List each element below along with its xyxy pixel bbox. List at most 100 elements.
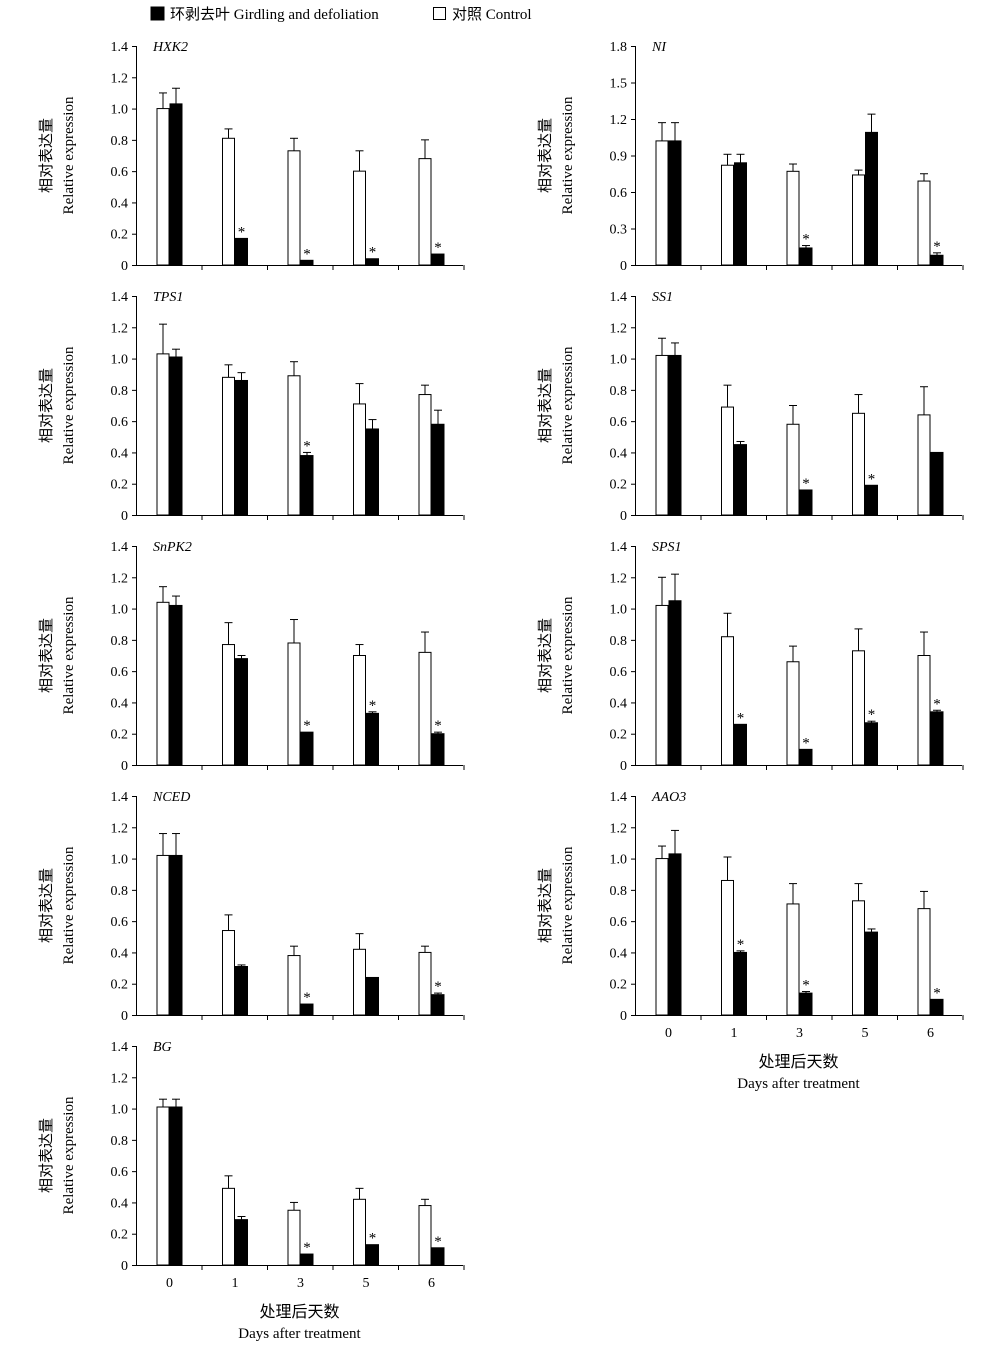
y-tick-label: 1.4 <box>111 40 129 55</box>
y-tick-label: 0.8 <box>610 384 628 399</box>
bar-girdled <box>300 455 314 516</box>
panel-sps1: 0 0.2 0.4 0.6 0.8 1.0 1.2 1.4 SPS1 相对表达量 Relative … <box>537 540 964 774</box>
y-tick-label: 0.8 <box>610 884 628 899</box>
bar-girdled <box>930 998 944 1016</box>
bar-girdled <box>431 994 445 1016</box>
y-tick-label: 0.8 <box>111 634 129 649</box>
y-axis-title-en: Relative expression <box>61 596 77 714</box>
y-tick-label: 0.9 <box>610 150 628 165</box>
x-axis-title-cn: 处理后天数 <box>259 1303 339 1321</box>
panel-bg: 0 0.2 0.4 0.6 0.8 1.0 1.2 1.4 BG 相对表达量 Relative ex… <box>38 1040 465 1342</box>
panel-nced: 0 0.2 0.4 0.6 0.8 1.0 1.2 1.4 NCED 相对表达量 Relative … <box>38 790 465 1024</box>
significance-marker: * <box>933 239 941 255</box>
bar-girdled <box>235 1219 248 1266</box>
y-axis-title-en: Relative expression <box>61 346 77 464</box>
bar-control <box>353 1198 366 1266</box>
significance-marker: * <box>933 696 941 712</box>
y-tick-label: 0.4 <box>610 946 628 961</box>
bar-girdled <box>169 356 183 516</box>
y-axis-title-cn: 相对表达量 <box>38 868 55 943</box>
y-tick-label: 0.6 <box>610 665 628 680</box>
x-tick-label: 3 <box>796 1026 803 1041</box>
legend-control-swatch <box>433 7 446 20</box>
y-tick-label: 0.6 <box>111 915 129 930</box>
y-tick-label: 0.6 <box>610 915 628 930</box>
y-tick-label: 0.2 <box>111 228 129 243</box>
x-tick-label: 5 <box>862 1026 869 1041</box>
y-axis-title-cn: 相对表达量 <box>537 868 554 943</box>
bar-control <box>353 948 366 1016</box>
bar-girdled <box>300 1253 314 1266</box>
y-axis-title-cn: 相对表达量 <box>38 118 55 193</box>
gene-title: NCED <box>152 790 190 805</box>
bar-control <box>222 644 235 766</box>
y-tick-label: 1.2 <box>111 321 129 336</box>
y-tick-label: 0.4 <box>111 696 129 711</box>
y-tick-label: 0 <box>620 759 627 774</box>
bar-control <box>287 955 301 1016</box>
y-tick-label: 0 <box>121 1259 128 1274</box>
y-tick-label: 0.2 <box>111 978 129 993</box>
y-tick-label: 0.2 <box>111 478 129 493</box>
significance-marker: * <box>737 710 745 726</box>
bar-girdled <box>169 1106 183 1266</box>
y-axis-title-cn: 相对表达量 <box>38 1118 55 1193</box>
y-axis-title-en: Relative expression <box>61 1096 77 1214</box>
y-tick-label: 0.4 <box>610 446 628 461</box>
significance-marker: * <box>802 476 810 492</box>
bar-girdled <box>235 658 248 766</box>
y-tick-label: 0.4 <box>111 196 129 211</box>
y-tick-label: 0.4 <box>111 1196 129 1211</box>
legend: 环剥去叶 Girdling and defoliation 对照 Control <box>150 6 532 23</box>
gene-title: SS1 <box>652 290 673 305</box>
y-tick-label: 1.0 <box>610 603 628 618</box>
bar-control <box>353 170 366 266</box>
bar-girdled <box>169 103 183 266</box>
x-axis-title-en: Days after treatment <box>238 1326 361 1342</box>
bar-control <box>287 1209 301 1266</box>
bar-girdled <box>865 722 878 766</box>
bar-control <box>721 879 734 1016</box>
y-axis-title-cn: 相对表达量 <box>537 618 554 693</box>
y-tick-label: 0.6 <box>111 415 129 430</box>
panel-tps1: 0 0.2 0.4 0.6 0.8 1.0 1.2 1.4 TPS1 相对表达量 Relative … <box>38 290 465 524</box>
bar-girdled <box>734 951 747 1016</box>
bar-control <box>655 354 669 516</box>
x-tick-label: 3 <box>297 1276 304 1291</box>
bar-control <box>418 394 432 516</box>
y-tick-label: 0 <box>620 1009 627 1024</box>
x-tick-label: 0 <box>665 1026 672 1041</box>
y-axis-title-cn: 相对表达量 <box>537 368 554 443</box>
bar-girdled <box>865 484 878 516</box>
bar-control <box>852 650 865 766</box>
bar-girdled <box>734 162 747 266</box>
significance-marker: * <box>303 438 311 454</box>
bar-control <box>222 1187 235 1266</box>
bar-girdled <box>366 1244 379 1266</box>
y-tick-label: 1.5 <box>610 77 628 92</box>
bar-girdled <box>366 976 379 1016</box>
significance-marker: * <box>369 245 377 261</box>
legend-girdled-swatch <box>150 6 165 21</box>
panels: 0 0.2 0.4 0.6 0.8 1.0 1.2 1.4 HXK2 相对表达量 Relative … <box>38 40 964 1342</box>
bar-control <box>655 858 669 1016</box>
bar-control <box>287 150 301 266</box>
y-tick-label: 1.2 <box>610 571 628 586</box>
significance-marker: * <box>303 990 311 1006</box>
y-tick-label: 0.6 <box>610 415 628 430</box>
x-tick-label: 0 <box>166 1276 173 1291</box>
x-tick-label: 6 <box>927 1026 934 1041</box>
y-tick-label: 1.4 <box>111 790 129 805</box>
y-tick-label: 1.4 <box>610 290 628 305</box>
bar-control <box>287 642 301 766</box>
bar-girdled <box>799 247 813 266</box>
bar-control <box>353 403 366 516</box>
y-tick-label: 1.0 <box>111 103 129 118</box>
bar-girdled <box>930 254 944 266</box>
bar-girdled <box>865 131 878 266</box>
y-tick-label: 1.0 <box>610 353 628 368</box>
bar-control <box>786 903 800 1016</box>
y-tick-label: 0.2 <box>610 478 628 493</box>
significance-marker: * <box>868 471 876 487</box>
y-tick-label: 0.8 <box>111 384 129 399</box>
